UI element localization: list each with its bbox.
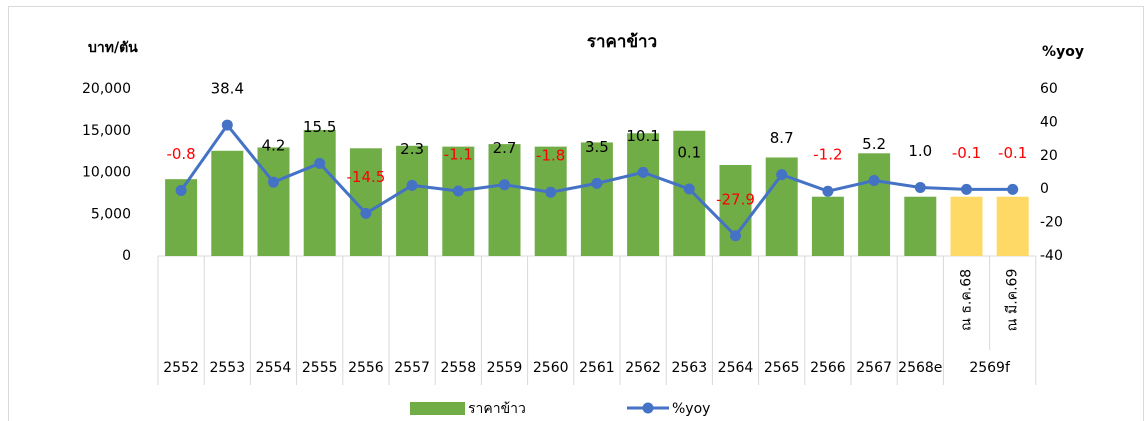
bar: [580, 142, 613, 256]
marker: [868, 175, 880, 187]
x-tick-label: 2556: [348, 360, 384, 376]
data-label: 4.2: [262, 137, 286, 155]
marker: [637, 166, 649, 178]
marker: [683, 183, 695, 195]
marker: [822, 185, 834, 197]
x-tick-label: 2565: [764, 360, 800, 376]
x-tick-label: 2552: [163, 360, 199, 376]
x-tick-label: 2562: [625, 360, 661, 376]
marker: [545, 186, 557, 198]
marker: [961, 183, 972, 195]
data-label: 2.3: [400, 140, 424, 158]
x-inner-tick-label: ณ มี.ค.69: [1005, 269, 1021, 332]
bar: [534, 146, 567, 256]
marker: [360, 207, 372, 219]
bar: [211, 150, 244, 256]
marker: [591, 177, 603, 189]
data-label: 8.7: [770, 129, 794, 147]
marker: [175, 185, 187, 197]
x-tick-label: 2557: [394, 360, 430, 376]
x-tick-label: 2568e: [898, 360, 942, 376]
x-inner-tick-label: ณ ธ.ค.68: [959, 269, 975, 331]
data-label: 0.1: [677, 144, 701, 162]
data-label: 1.0: [908, 142, 932, 160]
x-tick-label: 2554: [256, 360, 292, 376]
y2-tick-label: -20: [1040, 215, 1063, 231]
bar: [488, 144, 521, 256]
y-tick-label: 5,000: [91, 206, 131, 222]
y-tick-label: 20,000: [82, 81, 131, 97]
data-label: -14.5: [346, 168, 385, 186]
y-tick-label: 10,000: [82, 165, 131, 181]
data-label: -0.1: [998, 144, 1027, 162]
bar: [858, 153, 891, 256]
data-label: 38.4: [211, 80, 244, 98]
marker: [1007, 183, 1019, 195]
x-tick-label: 2559: [487, 360, 523, 376]
legend-label: ราคาข้าว: [468, 401, 526, 417]
marker: [730, 230, 741, 242]
y-tick-label: 15,000: [82, 123, 131, 139]
marker: [499, 179, 510, 191]
x-tick-label: 2567: [856, 360, 892, 376]
data-label: -27.9: [716, 190, 755, 208]
legend-marker: [642, 402, 654, 414]
y2-tick-label: 0: [1040, 181, 1049, 197]
y2-tick-label: -40: [1040, 248, 1063, 264]
bar: [811, 196, 844, 256]
x-tick-label: 2558: [440, 360, 476, 376]
marker: [452, 185, 464, 197]
data-label: -1.1: [444, 146, 473, 164]
data-label: 5.2: [862, 135, 886, 153]
x-tick-label: 2569f: [969, 360, 1011, 376]
y-axis-title: บาท/ตัน: [88, 40, 138, 56]
x-tick-label: 2561: [579, 360, 615, 376]
legend-swatch: [410, 402, 465, 415]
bar: [719, 164, 752, 256]
marker: [914, 182, 926, 194]
marker: [406, 179, 418, 191]
data-label: -1.2: [813, 146, 842, 164]
bar: [627, 133, 660, 256]
bar: [904, 196, 937, 256]
x-tick-label: 2566: [810, 360, 846, 376]
data-label: -1.8: [536, 147, 565, 165]
data-label: 3.5: [585, 138, 609, 156]
y2-axis-title: %yoy: [1042, 44, 1084, 60]
y2-tick-label: 40: [1040, 114, 1058, 130]
chart-title: ราคาข้าว: [587, 32, 657, 52]
data-label: 2.7: [493, 139, 517, 157]
marker: [776, 169, 788, 181]
data-label: 15.5: [303, 118, 336, 136]
bar: [442, 146, 475, 256]
bar: [996, 196, 1029, 256]
y2-tick-label: 60: [1040, 81, 1058, 97]
bar: [396, 145, 429, 256]
chart-border: [8, 6, 1144, 421]
x-tick-label: 2560: [533, 360, 569, 376]
marker: [221, 119, 233, 131]
y2-tick-label: 20: [1040, 148, 1058, 164]
x-tick-label: 2564: [718, 360, 754, 376]
x-tick-label: 2555: [302, 360, 338, 376]
x-tick-label: 2563: [671, 360, 707, 376]
marker: [314, 157, 326, 169]
data-label: 10.1: [626, 127, 659, 145]
bar: [950, 196, 983, 256]
y-tick-label: 0: [122, 248, 131, 264]
marker: [268, 176, 279, 188]
x-tick-label: 2553: [209, 360, 245, 376]
data-label: -0.1: [952, 144, 981, 162]
legend-label: %yoy: [672, 401, 710, 417]
bar: [257, 147, 290, 256]
data-label: -0.8: [166, 145, 195, 163]
bar: [303, 129, 336, 256]
